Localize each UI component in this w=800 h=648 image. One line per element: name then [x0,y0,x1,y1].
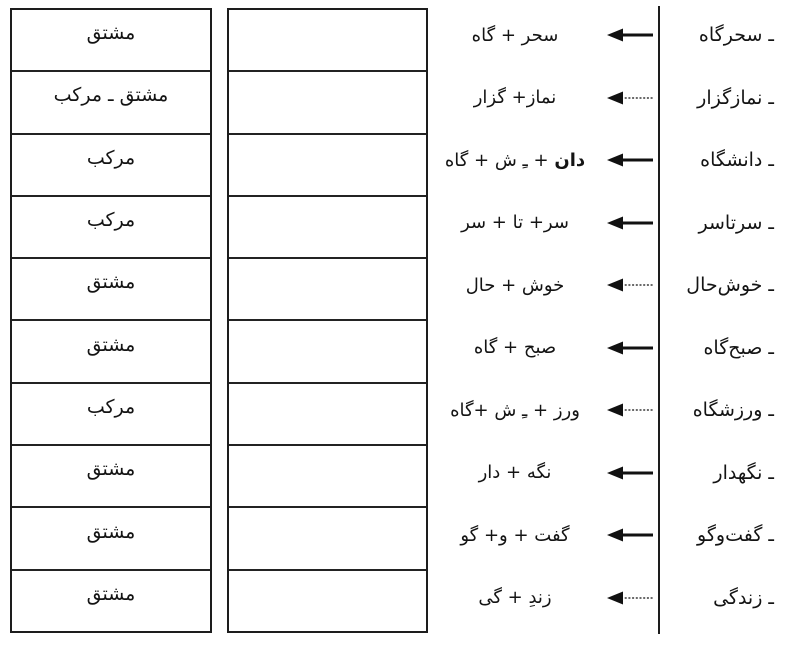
classification-cell: مرکب [12,384,210,447]
word-label: ـ دانشگاه [700,149,774,172]
answer-table [227,8,428,633]
classification-cell: مشتق [12,508,210,571]
left-arrow-icon [602,527,660,543]
left-arrow-icon [602,465,660,481]
word-row: ـ نمازگزار نماز+ گزار [428,71,800,134]
classification-cell: مشتق ـ مرکب [12,72,210,135]
answer-box [229,135,426,197]
decomposition-label: دان + ـِ ش + گاه [444,149,586,171]
left-arrow-icon [602,590,660,606]
word-label: ـ ورزشگاه [692,399,774,422]
decomposition-label: سحر + گاه [471,24,559,46]
word-label: ـ زندگی [713,586,774,609]
classification-cell: مشتق [12,446,210,509]
answer-box [229,571,426,631]
answer-box [229,10,426,73]
word-label: ـ نمازگزار [697,86,774,109]
divider-line [658,6,660,634]
decomposition-label: نماز+ گزار [473,87,557,109]
decomposition-label: سر+ تا + سر [461,212,569,234]
left-arrow-icon [602,152,660,168]
decomposition-label: زندِ + گی [478,587,552,609]
word-row: ـ گفت‌وگو گفت + و+ گو [428,508,800,571]
word-decomposition-list: ـ سحرگاه سحر + گاه ـ نمازگزار نماز+ گزار… [428,8,800,633]
word-row: ـ ورزشگاه ورز + ـِ ش +گاه [428,383,800,446]
answer-box [229,384,426,447]
decomposition-label: گفت + و+ گو [460,524,570,546]
left-arrow-icon [602,277,660,293]
word-row: ـ خوش‌حال خوش + حال [428,258,800,321]
left-arrow-icon [602,340,660,356]
answer-box [229,321,426,384]
decomposition-label: نگه + دار [478,462,552,484]
left-arrow-icon [602,27,660,43]
word-row: ـ زندگی زندِ + گی [428,571,800,634]
classification-cell: مشتق [12,10,210,73]
answer-box [229,72,426,135]
word-row: ـ سحرگاه سحر + گاه [428,8,800,71]
word-label: ـ صبح‌گاه [703,336,774,359]
classification-cell: مشتق [12,259,210,322]
word-label: ـ سحرگاه [698,24,774,47]
decomposition-label: خوش + حال [465,274,565,296]
classification-cell: مرکب [12,197,210,260]
classification-table: مشتق مشتق ـ مرکب مرکب مرکب مشتق مشتق مرک… [10,8,212,633]
answer-box [229,197,426,260]
classification-cell: مرکب [12,135,210,197]
decomposition-label: ورز + ـِ ش +گاه [450,399,580,421]
word-label: ـ گفت‌وگو [697,524,774,547]
word-row: ـ صبح‌گاه صبح + گاه [428,321,800,384]
answer-box [229,508,426,571]
word-label: ـ خوش‌حال [686,274,774,297]
word-label: ـ نگهدار [713,461,774,484]
answer-box [229,259,426,322]
word-row: ـ سرتاسر سر+ تا + سر [428,196,800,259]
word-row: ـ نگهدار نگه + دار [428,446,800,509]
classification-cell: مشتق [12,321,210,384]
left-arrow-icon [602,402,660,418]
decomposition-label: صبح + گاه [473,337,557,359]
word-row: ـ دانشگاه دان + ـِ ش + گاه [428,133,800,196]
classification-cell: مشتق [86,582,136,605]
answer-box [229,446,426,509]
left-arrow-icon [602,90,660,106]
word-label: ـ سرتاسر [698,211,775,234]
left-arrow-icon [602,215,660,231]
